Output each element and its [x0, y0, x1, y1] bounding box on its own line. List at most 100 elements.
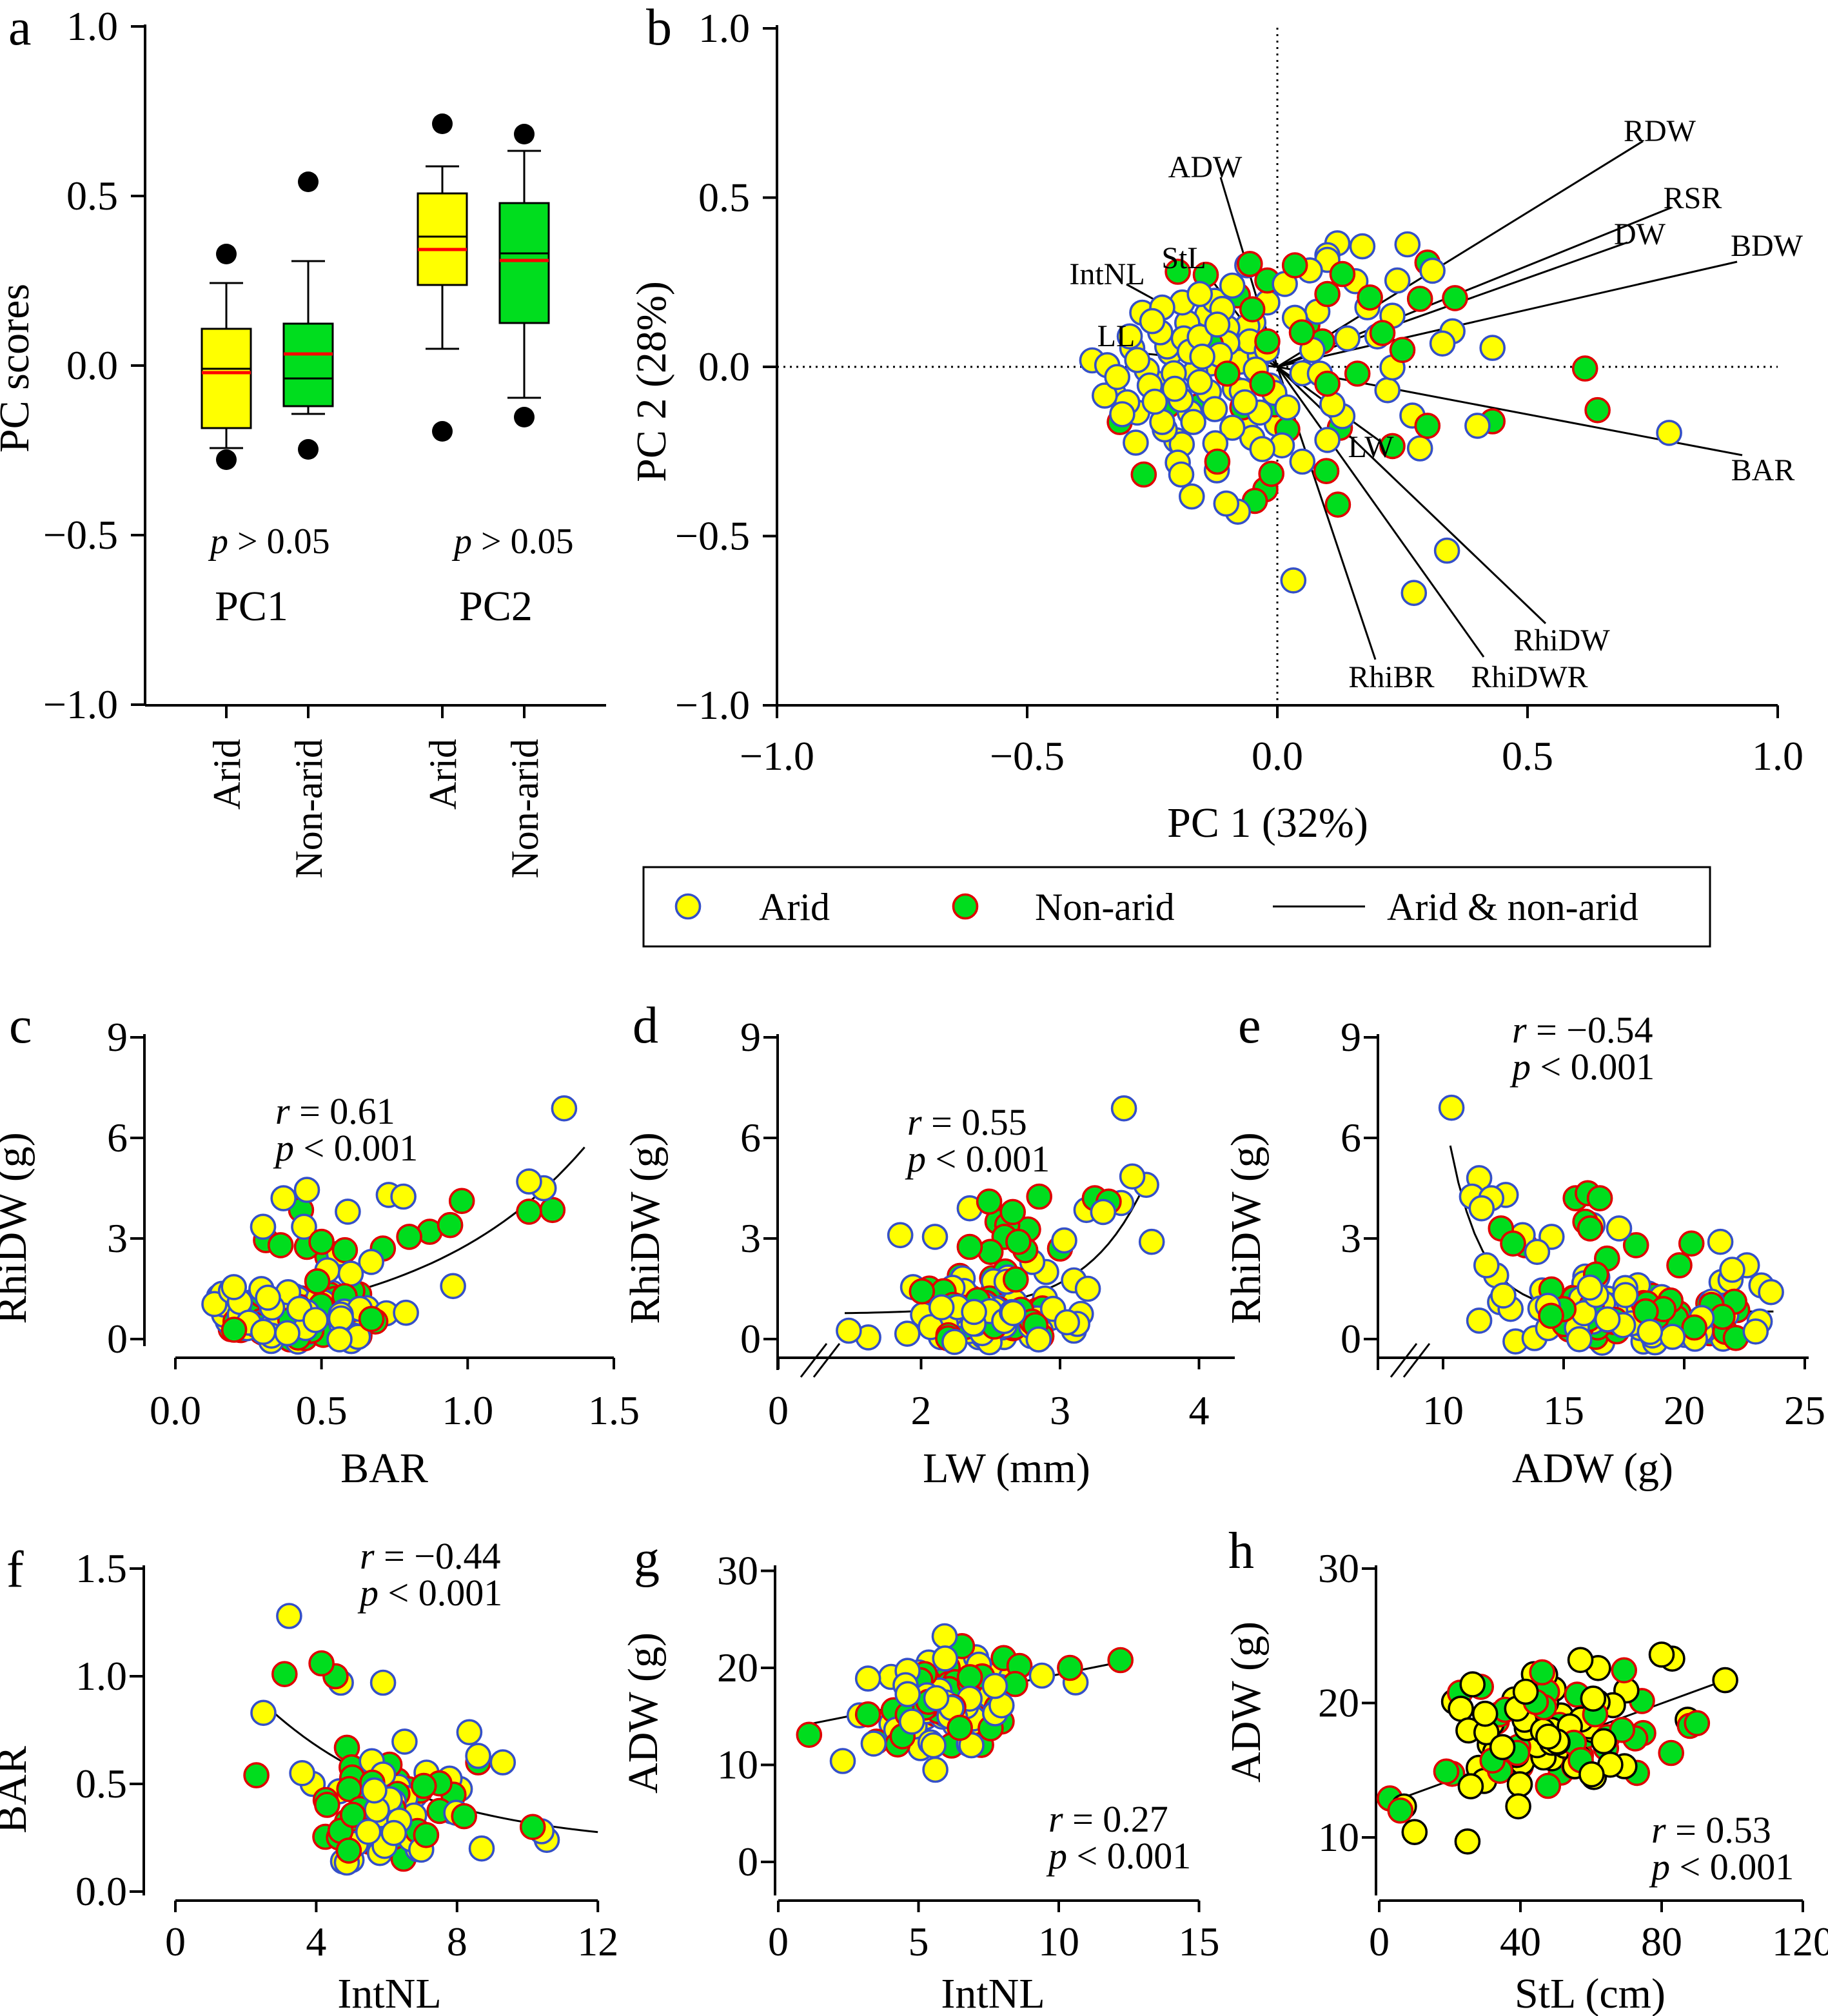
svg-text:5: 5 [909, 1919, 929, 1964]
svg-text:Arid: Arid [759, 886, 830, 928]
svg-text:−0.5: −0.5 [43, 512, 118, 558]
svg-text:RhiDW (g): RhiDW (g) [622, 1132, 669, 1324]
svg-text:Non-arid: Non-arid [1035, 886, 1175, 928]
svg-text:80: 80 [1641, 1919, 1682, 1964]
svg-text:0.0: 0.0 [66, 342, 118, 388]
svg-text:10: 10 [1422, 1387, 1464, 1433]
svg-text:p < 0.001: p < 0.001 [357, 1572, 502, 1614]
svg-text:10: 10 [1038, 1919, 1079, 1964]
svg-text:0.0: 0.0 [75, 1868, 127, 1914]
svg-text:6: 6 [1341, 1115, 1361, 1160]
svg-text:PC 2 (28%): PC 2 (28%) [628, 281, 675, 482]
svg-text:1.0: 1.0 [442, 1387, 493, 1433]
svg-text:Arid & non-arid: Arid & non-arid [1387, 886, 1638, 928]
svg-text:40: 40 [1500, 1919, 1541, 1964]
svg-text:ADW (g): ADW (g) [1512, 1445, 1673, 1492]
svg-text:0.5: 0.5 [698, 175, 750, 220]
svg-text:r = 0.55: r = 0.55 [907, 1101, 1027, 1143]
svg-text:r = 0.61: r = 0.61 [275, 1090, 395, 1132]
svg-text:0.0: 0.0 [698, 344, 750, 389]
svg-text:0.0: 0.0 [150, 1387, 201, 1433]
svg-text:IntNL: IntNL [941, 1970, 1045, 2016]
svg-text:RhiDW (g): RhiDW (g) [1223, 1132, 1270, 1324]
svg-text:2: 2 [911, 1387, 932, 1433]
svg-text:20: 20 [1318, 1680, 1359, 1726]
svg-text:Non-arid: Non-arid [288, 739, 330, 879]
svg-text:BAR: BAR [0, 1746, 35, 1834]
svg-text:−1.0: −1.0 [675, 682, 750, 728]
svg-text:10: 10 [1318, 1814, 1359, 1860]
svg-text:9: 9 [1341, 1014, 1361, 1060]
svg-text:ADW (g): ADW (g) [1223, 1621, 1270, 1783]
svg-text:StL: StL [1161, 241, 1206, 275]
svg-text:r = −0.44: r = −0.44 [360, 1535, 501, 1577]
svg-text:LW (mm): LW (mm) [923, 1445, 1090, 1492]
svg-text:c: c [9, 997, 32, 1054]
svg-text:30: 30 [1318, 1545, 1359, 1591]
svg-text:ADW (g): ADW (g) [620, 1632, 667, 1794]
svg-text:Arid: Arid [206, 739, 248, 810]
svg-text:−0.5: −0.5 [675, 513, 750, 559]
svg-text:BDW: BDW [1731, 229, 1803, 263]
svg-text:1.5: 1.5 [588, 1387, 640, 1433]
svg-text:9: 9 [740, 1014, 761, 1060]
svg-text:0: 0 [1369, 1919, 1390, 1964]
svg-text:0: 0 [1341, 1316, 1361, 1362]
svg-text:p < 0.001: p < 0.001 [1046, 1835, 1191, 1877]
svg-text:IntNL: IntNL [337, 1970, 441, 2016]
svg-text:StL (cm): StL (cm) [1515, 1970, 1666, 2016]
svg-text:4: 4 [1189, 1387, 1210, 1433]
svg-text:PC2: PC2 [459, 583, 533, 630]
svg-text:1.5: 1.5 [75, 1545, 127, 1591]
svg-text:DW: DW [1614, 217, 1666, 251]
svg-text:r = −0.54: r = −0.54 [1512, 1009, 1653, 1051]
svg-text:LL: LL [1097, 319, 1135, 353]
svg-text:1.0: 1.0 [66, 3, 118, 49]
svg-text:0.0: 0.0 [1252, 733, 1303, 779]
svg-text:0: 0 [738, 1839, 758, 1884]
svg-text:p < 0.001: p < 0.001 [1509, 1046, 1655, 1088]
svg-text:3: 3 [740, 1215, 761, 1261]
svg-text:0.5: 0.5 [75, 1761, 127, 1806]
svg-text:PC1: PC1 [215, 583, 288, 630]
svg-text:BAR: BAR [340, 1445, 428, 1492]
svg-text:BAR: BAR [1731, 453, 1795, 487]
svg-text:9: 9 [107, 1014, 128, 1060]
svg-text:b: b [646, 0, 672, 56]
svg-text:8: 8 [447, 1919, 467, 1964]
svg-text:1.0: 1.0 [698, 5, 750, 51]
svg-text:RDW: RDW [1624, 114, 1696, 148]
svg-text:IntNL: IntNL [1069, 257, 1145, 291]
svg-text:20: 20 [1664, 1387, 1705, 1433]
svg-text:0: 0 [740, 1316, 761, 1362]
svg-text:25: 25 [1784, 1387, 1825, 1433]
svg-text:RhiBR: RhiBR [1348, 660, 1434, 694]
svg-text:e: e [1238, 997, 1261, 1054]
svg-text:LW: LW [1348, 430, 1394, 464]
svg-text:p < 0.001: p < 0.001 [273, 1127, 418, 1169]
svg-text:p < 0.001: p < 0.001 [905, 1138, 1050, 1180]
svg-text:1.0: 1.0 [75, 1653, 127, 1699]
svg-text:Arid: Arid [422, 739, 464, 810]
svg-text:p > 0.05: p > 0.05 [208, 522, 330, 562]
svg-text:3: 3 [1050, 1387, 1070, 1433]
svg-text:−0.5: −0.5 [990, 733, 1065, 779]
svg-text:0: 0 [107, 1316, 128, 1362]
svg-text:a: a [8, 0, 32, 56]
svg-text:20: 20 [717, 1645, 758, 1690]
svg-text:−1.0: −1.0 [740, 733, 814, 779]
svg-text:ADW: ADW [1168, 150, 1243, 184]
svg-text:RhiDW: RhiDW [1513, 623, 1610, 658]
svg-text:12: 12 [577, 1919, 618, 1964]
svg-text:Non-arid: Non-arid [504, 739, 546, 879]
svg-text:−1.0: −1.0 [43, 681, 118, 727]
svg-text:120: 120 [1772, 1919, 1828, 1964]
svg-text:h: h [1228, 1523, 1254, 1580]
svg-text:3: 3 [1341, 1215, 1361, 1261]
svg-text:r = 0.27: r = 0.27 [1048, 1798, 1168, 1840]
svg-text:f: f [6, 1541, 24, 1598]
svg-text:15: 15 [1179, 1919, 1220, 1964]
svg-text:15: 15 [1543, 1387, 1584, 1433]
svg-text:RhiDW (g): RhiDW (g) [0, 1132, 35, 1324]
svg-text:RhiDWR: RhiDWR [1471, 660, 1587, 694]
